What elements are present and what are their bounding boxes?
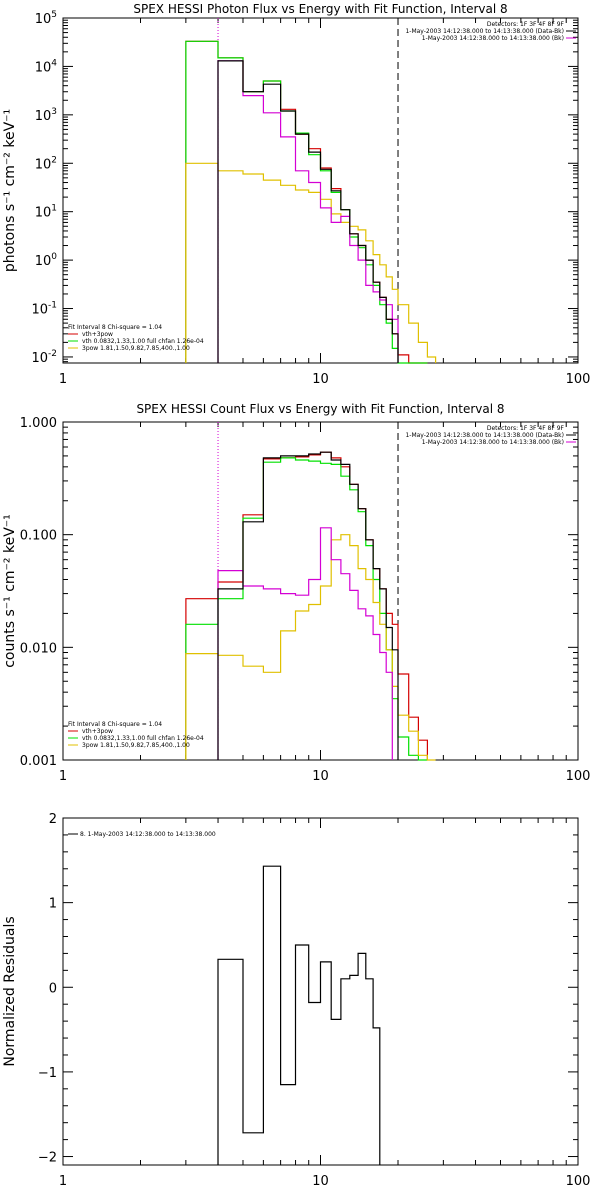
y-tick-base: 10 <box>35 206 52 221</box>
panel-1: SPEX HESSI Photon Flux vs Energy with Fi… <box>2 2 590 387</box>
y-tick-label: 1.000 <box>20 416 57 431</box>
x-tick-label: 10 <box>312 1174 329 1189</box>
legend-entry: 1-May-2003 14:12:38.000 to 14:13:38.000 … <box>422 439 564 446</box>
y-tick-label: 103 <box>35 107 57 124</box>
x-tick-label: 100 <box>566 372 591 387</box>
fit-legend-header: Fit Interval 8 Chi-square = 1.04 <box>68 324 162 331</box>
y-tick-label: 0.100 <box>20 529 57 544</box>
y-tick-base: 10 <box>35 12 52 27</box>
y-tick-base: 10 <box>35 60 52 75</box>
series-bk <box>217 60 399 363</box>
y-tick-label: −1 <box>38 1066 57 1081</box>
legend-entry: 1-May-2003 14:12:38.000 to 14:13:38.000 … <box>405 28 564 35</box>
fit-legend-entry: 3pow 1.81,1.50,9.82,7.85,400.,1.00 <box>82 742 190 749</box>
fit-legend-entry: vth+3pow <box>82 728 113 735</box>
y-tick-label: 10-1 <box>31 301 57 318</box>
y-tick-exponent: 4 <box>51 58 57 68</box>
y-tick-exponent: 3 <box>51 107 57 117</box>
y-axis-label: counts s⁻¹ cm⁻² keV⁻¹ <box>2 514 18 668</box>
series-data-bk <box>217 451 399 760</box>
y-tick-base: 10 <box>35 157 52 172</box>
y-tick-label: 0.010 <box>20 641 57 656</box>
legend-header: Detectors: 1F 3F 4F 8F 9F <box>487 425 565 432</box>
y-tick-label: 100 <box>35 252 58 269</box>
panel-2: SPEX HESSI Count Flux vs Energy with Fit… <box>2 402 590 784</box>
x-tick-label: 100 <box>566 1174 591 1189</box>
y-tick-exponent: -1 <box>48 301 57 311</box>
series-data-bk <box>217 60 399 363</box>
y-tick-exponent: 1 <box>51 204 57 214</box>
fit-legend-entry: vth+3pow <box>82 331 113 338</box>
y-tick-exponent: 0 <box>51 252 57 262</box>
y-tick-base: 10 <box>35 254 52 269</box>
x-tick-label: 1 <box>59 1174 67 1189</box>
y-tick-label: 105 <box>35 10 57 27</box>
y-tick-base: 10 <box>35 109 52 124</box>
y-tick-label: 101 <box>35 204 57 221</box>
fit-legend-entry: vth 0.0832,1.33,1.00 full chfan 1.26e-04 <box>82 338 204 345</box>
chart-title: SPEX HESSI Photon Flux vs Energy with Fi… <box>133 2 507 16</box>
x-tick-label: 10 <box>312 372 329 387</box>
legend-header: 8. 1-May-2003 14:12:38.000 to 14:13:38.0… <box>80 831 216 838</box>
series-vth <box>185 40 428 364</box>
chart-title: SPEX HESSI Count Flux vs Energy with Fit… <box>136 402 504 416</box>
y-tick-exponent: 2 <box>51 155 57 165</box>
fit-legend-entry: 3pow 1.81,1.50,9.82,7.85,400.,1.00 <box>82 345 190 352</box>
y-tick-exponent: 5 <box>51 10 57 20</box>
y-tick-exponent: -2 <box>48 349 57 359</box>
legend-entry: 1-May-2003 14:12:38.000 to 14:13:38.000 … <box>405 432 564 439</box>
y-tick-label: 0.001 <box>20 754 57 769</box>
y-axis-label: Normalized Residuals <box>2 916 18 1066</box>
y-tick-label: 10-2 <box>31 349 57 366</box>
series-8-1-may-2003-14-12-38-000-to-14-13-38-000 <box>217 865 381 1165</box>
x-tick-label: 1 <box>59 769 67 784</box>
y-tick-base: 10 <box>31 351 48 366</box>
y-tick-base: 10 <box>31 303 48 318</box>
series-vth-3pow <box>185 40 428 364</box>
series-3pow <box>185 162 437 363</box>
fit-legend-entry: vth 0.0832,1.33,1.00 full chfan 1.26e-04 <box>82 735 204 742</box>
y-tick-label: 102 <box>35 155 57 172</box>
x-tick-label: 100 <box>566 769 591 784</box>
y-axis-label: photons s⁻¹ cm⁻² keV⁻¹ <box>2 109 18 272</box>
panel-3: 1 10 100 −2 −1 0 1 2 Normalized Residuals 8. 1-Ma… <box>2 812 590 1189</box>
y-tick-label: 1 <box>49 897 57 912</box>
y-tick-label: 2 <box>49 812 57 827</box>
series-bk <box>217 527 393 760</box>
series-vth <box>185 457 428 761</box>
legend-entry: 1-May-2003 14:12:38.000 to 14:13:38.000 … <box>422 35 564 42</box>
y-tick-label: 104 <box>35 58 58 75</box>
legend-header: Detectors: 1F 3F 4F 8F 9F <box>487 21 565 28</box>
y-tick-label: −2 <box>38 1151 57 1166</box>
y-tick-label: 0 <box>49 981 57 996</box>
x-tick-label: 1 <box>59 372 67 387</box>
x-tick-label: 10 <box>312 769 329 784</box>
series-vth-3pow <box>185 451 428 760</box>
fit-legend-header: Fit Interval 8 Chi-square = 1.04 <box>68 721 162 728</box>
